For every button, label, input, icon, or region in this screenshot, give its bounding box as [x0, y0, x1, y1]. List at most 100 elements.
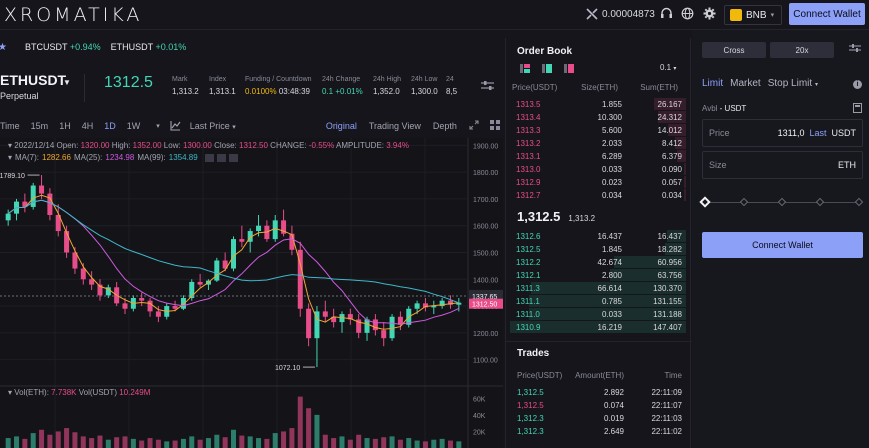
interval-1d[interactable]: 1D: [104, 121, 116, 131]
candlestick-chart[interactable]: 1900.00 1800.00 1700.00 1600.00 1500.00 1400.…: [0, 138, 503, 448]
stat-value: 1,313.1: [209, 87, 236, 96]
interval-15m[interactable]: 15m: [30, 121, 49, 131]
ticker-item[interactable]: ETHUSDT +0.01%: [111, 42, 187, 52]
interval-4h[interactable]: 4H: [81, 121, 94, 131]
orderbook-row[interactable]: 1313.3 5.600 14.012: [510, 124, 686, 136]
sliders-icon[interactable]: [481, 80, 494, 94]
price-input[interactable]: Price 1311,0 Last USDT: [702, 119, 863, 147]
depth-bar: [654, 98, 686, 110]
orderbook-row[interactable]: 1313.0 0.033 0.090: [510, 163, 686, 175]
headset-icon[interactable]: [659, 7, 673, 21]
network-select[interactable]: BNB ▾: [724, 5, 782, 25]
network-label: BNB: [746, 9, 767, 21]
chevron-down-icon[interactable]: ▼: [63, 78, 71, 87]
orderbook-row[interactable]: 1310.9 16.219 147.407: [510, 321, 686, 333]
orderbook-row[interactable]: 1311.1 0.785 131.155: [510, 295, 686, 307]
interval-time[interactable]: Time: [0, 121, 20, 131]
expand-icon[interactable]: [469, 120, 479, 132]
indicator-icon[interactable]: [170, 120, 181, 133]
slider-step[interactable]: [854, 197, 864, 207]
book-bids-icon[interactable]: [542, 64, 552, 73]
orderbook-row[interactable]: 1313.1 6.289 6.379: [510, 150, 686, 162]
grid-icon[interactable]: [489, 120, 500, 132]
book-both-icon[interactable]: [520, 64, 530, 73]
connect-wallet-button[interactable]: Connect Wallet: [789, 3, 865, 25]
slider-step[interactable]: [739, 197, 749, 207]
calculator-icon[interactable]: [853, 103, 862, 116]
orderbook-row[interactable]: 1311.0 0.033 131.188: [510, 308, 686, 320]
volume-bar: [264, 438, 270, 448]
row-price: 1311.0: [516, 309, 540, 319]
orderbook-row[interactable]: 1313.2 2.033 8.412: [510, 137, 686, 149]
leverage-button[interactable]: 20x: [770, 42, 834, 58]
stat-value: 1,352.0: [373, 87, 400, 96]
gear-icon[interactable]: [702, 7, 716, 21]
margin-mode-button[interactable]: Cross: [702, 42, 766, 58]
orderbook-row[interactable]: 1312.2 42.674 60.956: [510, 256, 686, 268]
connect-wallet-button[interactable]: Connect Wallet: [702, 232, 863, 258]
tab-limit[interactable]: Limit: [702, 78, 724, 89]
candle-body: [414, 303, 420, 309]
ma7-line: [7, 194, 459, 330]
close-icon[interactable]: [228, 153, 238, 162]
orderbook-row[interactable]: 1312.9 0.023 0.057: [510, 176, 686, 188]
trade-row: 1,312.3 2.649 22:11:02: [506, 425, 682, 437]
ticker-item[interactable]: BTCUSDT +0.94%: [25, 42, 101, 52]
tab-market[interactable]: Market: [730, 78, 761, 89]
orderbook-row[interactable]: 1312.5 1.845 18.282: [510, 243, 686, 255]
orderbook-row[interactable]: 1311.3 66.614 130.370: [510, 282, 686, 294]
orderbook-row[interactable]: 1312.7 0.034 0.034: [510, 189, 686, 201]
volume-bar: [272, 433, 278, 448]
market-symbol[interactable]: ETHUSDT: [0, 72, 67, 88]
slider-thumb[interactable]: [699, 196, 711, 208]
size-unit: ETH: [838, 160, 856, 170]
interval-1w[interactable]: 1W: [126, 121, 141, 131]
globe-icon[interactable]: [680, 7, 694, 21]
row-price: 1313.1: [516, 151, 541, 161]
info-icon[interactable]: i: [853, 80, 862, 89]
avbl-label: Avbl: [702, 104, 718, 113]
row-size: 0.033: [601, 164, 622, 174]
view-trading-view[interactable]: Trading View: [368, 121, 421, 131]
price-last-button[interactable]: Last: [809, 128, 827, 138]
chevron-down-icon[interactable]: ▾: [156, 123, 160, 130]
book-asks-icon[interactable]: [564, 64, 574, 73]
caret-icon[interactable]: ▾: [8, 153, 13, 162]
orderbook-row[interactable]: 1313.5 1.855 26.167: [510, 98, 686, 110]
row-sum: 18.282: [657, 244, 682, 254]
interval-1h[interactable]: 1H: [59, 121, 71, 131]
row-size: 0.033: [601, 309, 622, 319]
depth-bar: [613, 256, 686, 268]
price-type-select[interactable]: Last Price ▾: [190, 121, 236, 131]
star-icon[interactable]: ★: [0, 41, 7, 53]
row-price: 1313.2: [516, 138, 541, 148]
tab-stop-limit[interactable]: Stop Limit ▾: [768, 78, 818, 89]
vol-value: 7.738K: [51, 388, 77, 397]
row-size: 66.614: [597, 283, 622, 293]
view-original[interactable]: Original: [325, 121, 357, 131]
orderbook-row[interactable]: 1312.6 16.437 16.437: [510, 230, 686, 242]
candle-body: [5, 213, 11, 221]
sliders-icon[interactable]: [849, 43, 861, 56]
orderbook-row[interactable]: 1313.4 10.300 24.312: [510, 111, 686, 123]
slider-step[interactable]: [815, 197, 825, 207]
caret-icon[interactable]: ▾: [8, 141, 13, 150]
view-depth[interactable]: Depth: [432, 121, 457, 131]
slider-step[interactable]: [777, 197, 787, 207]
chevron-down-icon: ▾: [673, 66, 677, 72]
depth-bar: [657, 111, 686, 123]
ma25-line: [7, 199, 460, 325]
orderbook-row[interactable]: 1312.1 2.800 63.756: [510, 269, 686, 281]
caret-icon[interactable]: ▾: [8, 388, 13, 397]
size-input[interactable]: Size ETH: [702, 151, 863, 179]
price-step-select[interactable]: 0.1 ▾: [660, 63, 676, 72]
volume-bar: [72, 432, 78, 448]
volume-tick-label: 20K: [473, 429, 486, 436]
app-logo[interactable]: XROMATIKA: [4, 4, 143, 26]
depth-bar: [529, 295, 686, 307]
eye-icon[interactable]: [204, 153, 214, 162]
ticker-change: +0.01%: [155, 42, 187, 52]
stat-label: 24: [446, 76, 454, 83]
chevron-down-icon: ▾: [770, 12, 775, 19]
settings-icon[interactable]: [216, 153, 226, 162]
